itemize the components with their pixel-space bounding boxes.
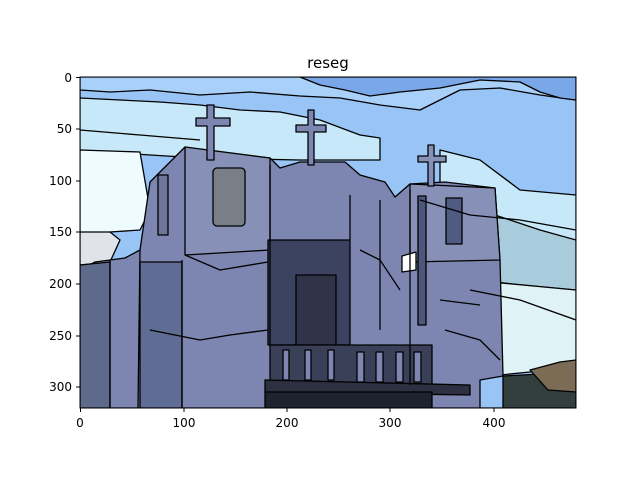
y-tick-label: 50	[57, 122, 72, 136]
building-shadow	[80, 261, 111, 408]
x-tick-label: 100	[173, 416, 196, 430]
x-axis	[80, 408, 495, 412]
y-tick-label: 0	[64, 71, 72, 85]
cross	[295, 109, 327, 166]
x-tick-label: 400	[483, 416, 506, 430]
y-axis	[76, 77, 80, 388]
window	[212, 167, 246, 227]
x-tick-label: 200	[276, 416, 299, 430]
axes-frame	[79, 76, 577, 409]
window	[445, 197, 463, 245]
sky-region	[299, 77, 576, 101]
cross	[417, 144, 447, 187]
x-tick-label: 300	[379, 416, 402, 430]
window	[157, 174, 169, 236]
sky-region	[80, 149, 151, 236]
cross	[195, 104, 231, 161]
window	[417, 195, 427, 326]
plot-title: reseg	[307, 54, 349, 72]
balcony-railing	[282, 349, 422, 383]
y-tick-label: 300	[49, 380, 72, 394]
y-tick-label: 150	[49, 225, 72, 239]
sky-region	[80, 231, 121, 266]
segmented-image	[80, 77, 576, 408]
segment-boundaries	[80, 129, 576, 408]
y-tick-label: 250	[49, 329, 72, 343]
y-tick-label: 200	[49, 277, 72, 291]
building-shadow	[139, 261, 183, 408]
y-tick-label: 100	[49, 174, 72, 188]
ground-shadow	[264, 391, 433, 408]
x-tick-label: 0	[76, 416, 84, 430]
sky-region	[80, 97, 381, 161]
sky-gap	[401, 251, 417, 273]
door	[295, 274, 337, 346]
ledge	[264, 379, 471, 396]
ground	[529, 359, 576, 393]
